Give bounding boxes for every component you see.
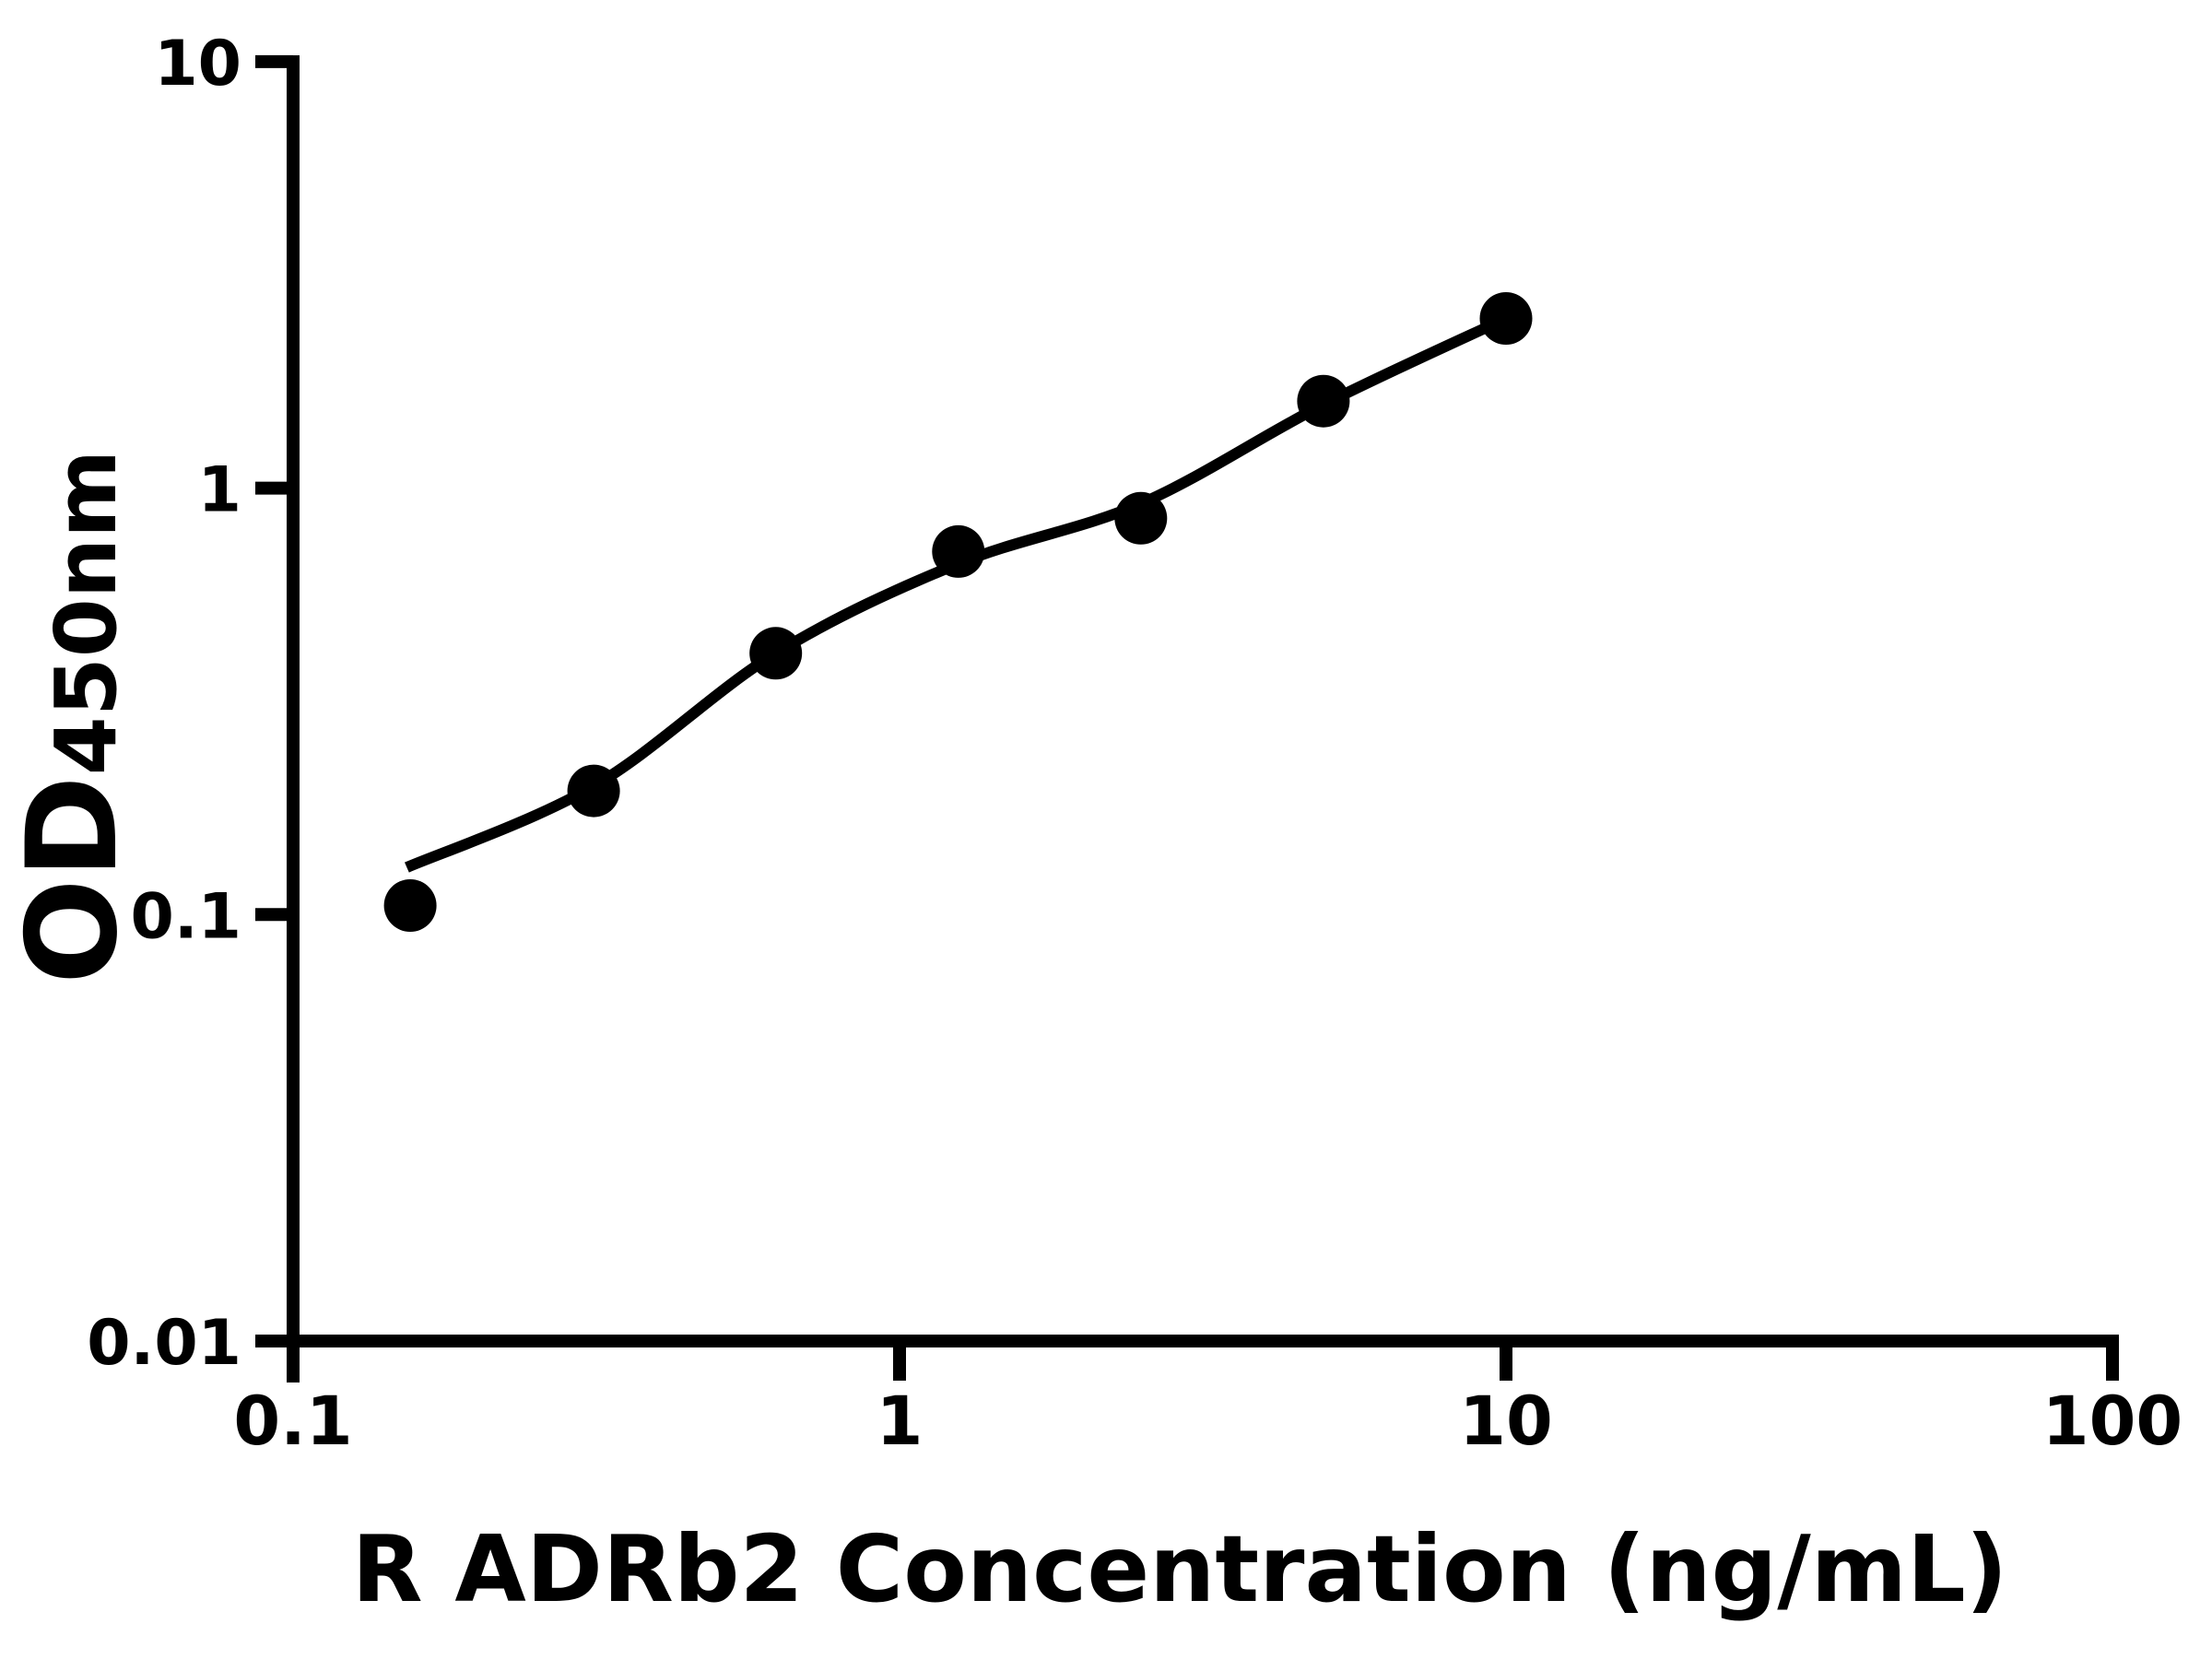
x-tick-label: 0.1 (233, 1382, 352, 1461)
plot-series (383, 292, 1533, 932)
y-tick-label: 0.1 (131, 880, 241, 953)
x-axis-title: R ADRb2 Concentration (ng/mL) (352, 1515, 2008, 1623)
data-point-marker (749, 627, 803, 680)
data-point-marker (1297, 374, 1350, 428)
x-tick-label: 100 (2042, 1382, 2183, 1461)
y-tick-label: 1 (198, 454, 241, 527)
y-tick-label: 10 (154, 28, 241, 100)
data-point-marker (1114, 491, 1168, 545)
data-point-marker (567, 764, 620, 818)
y-axis-title-subscript: 450nm (37, 450, 135, 775)
data-point-marker (383, 879, 437, 932)
y-axis-title-main: OD (0, 775, 145, 984)
data-point-marker (1479, 292, 1533, 345)
x-tick-label: 1 (877, 1382, 924, 1461)
y-axis-title: OD450nm (0, 450, 145, 984)
x-tick-label: 10 (1459, 1382, 1553, 1461)
y-tick-label: 0.01 (87, 1307, 241, 1380)
plot-axes (255, 55, 2119, 1382)
data-point-marker (932, 524, 985, 578)
